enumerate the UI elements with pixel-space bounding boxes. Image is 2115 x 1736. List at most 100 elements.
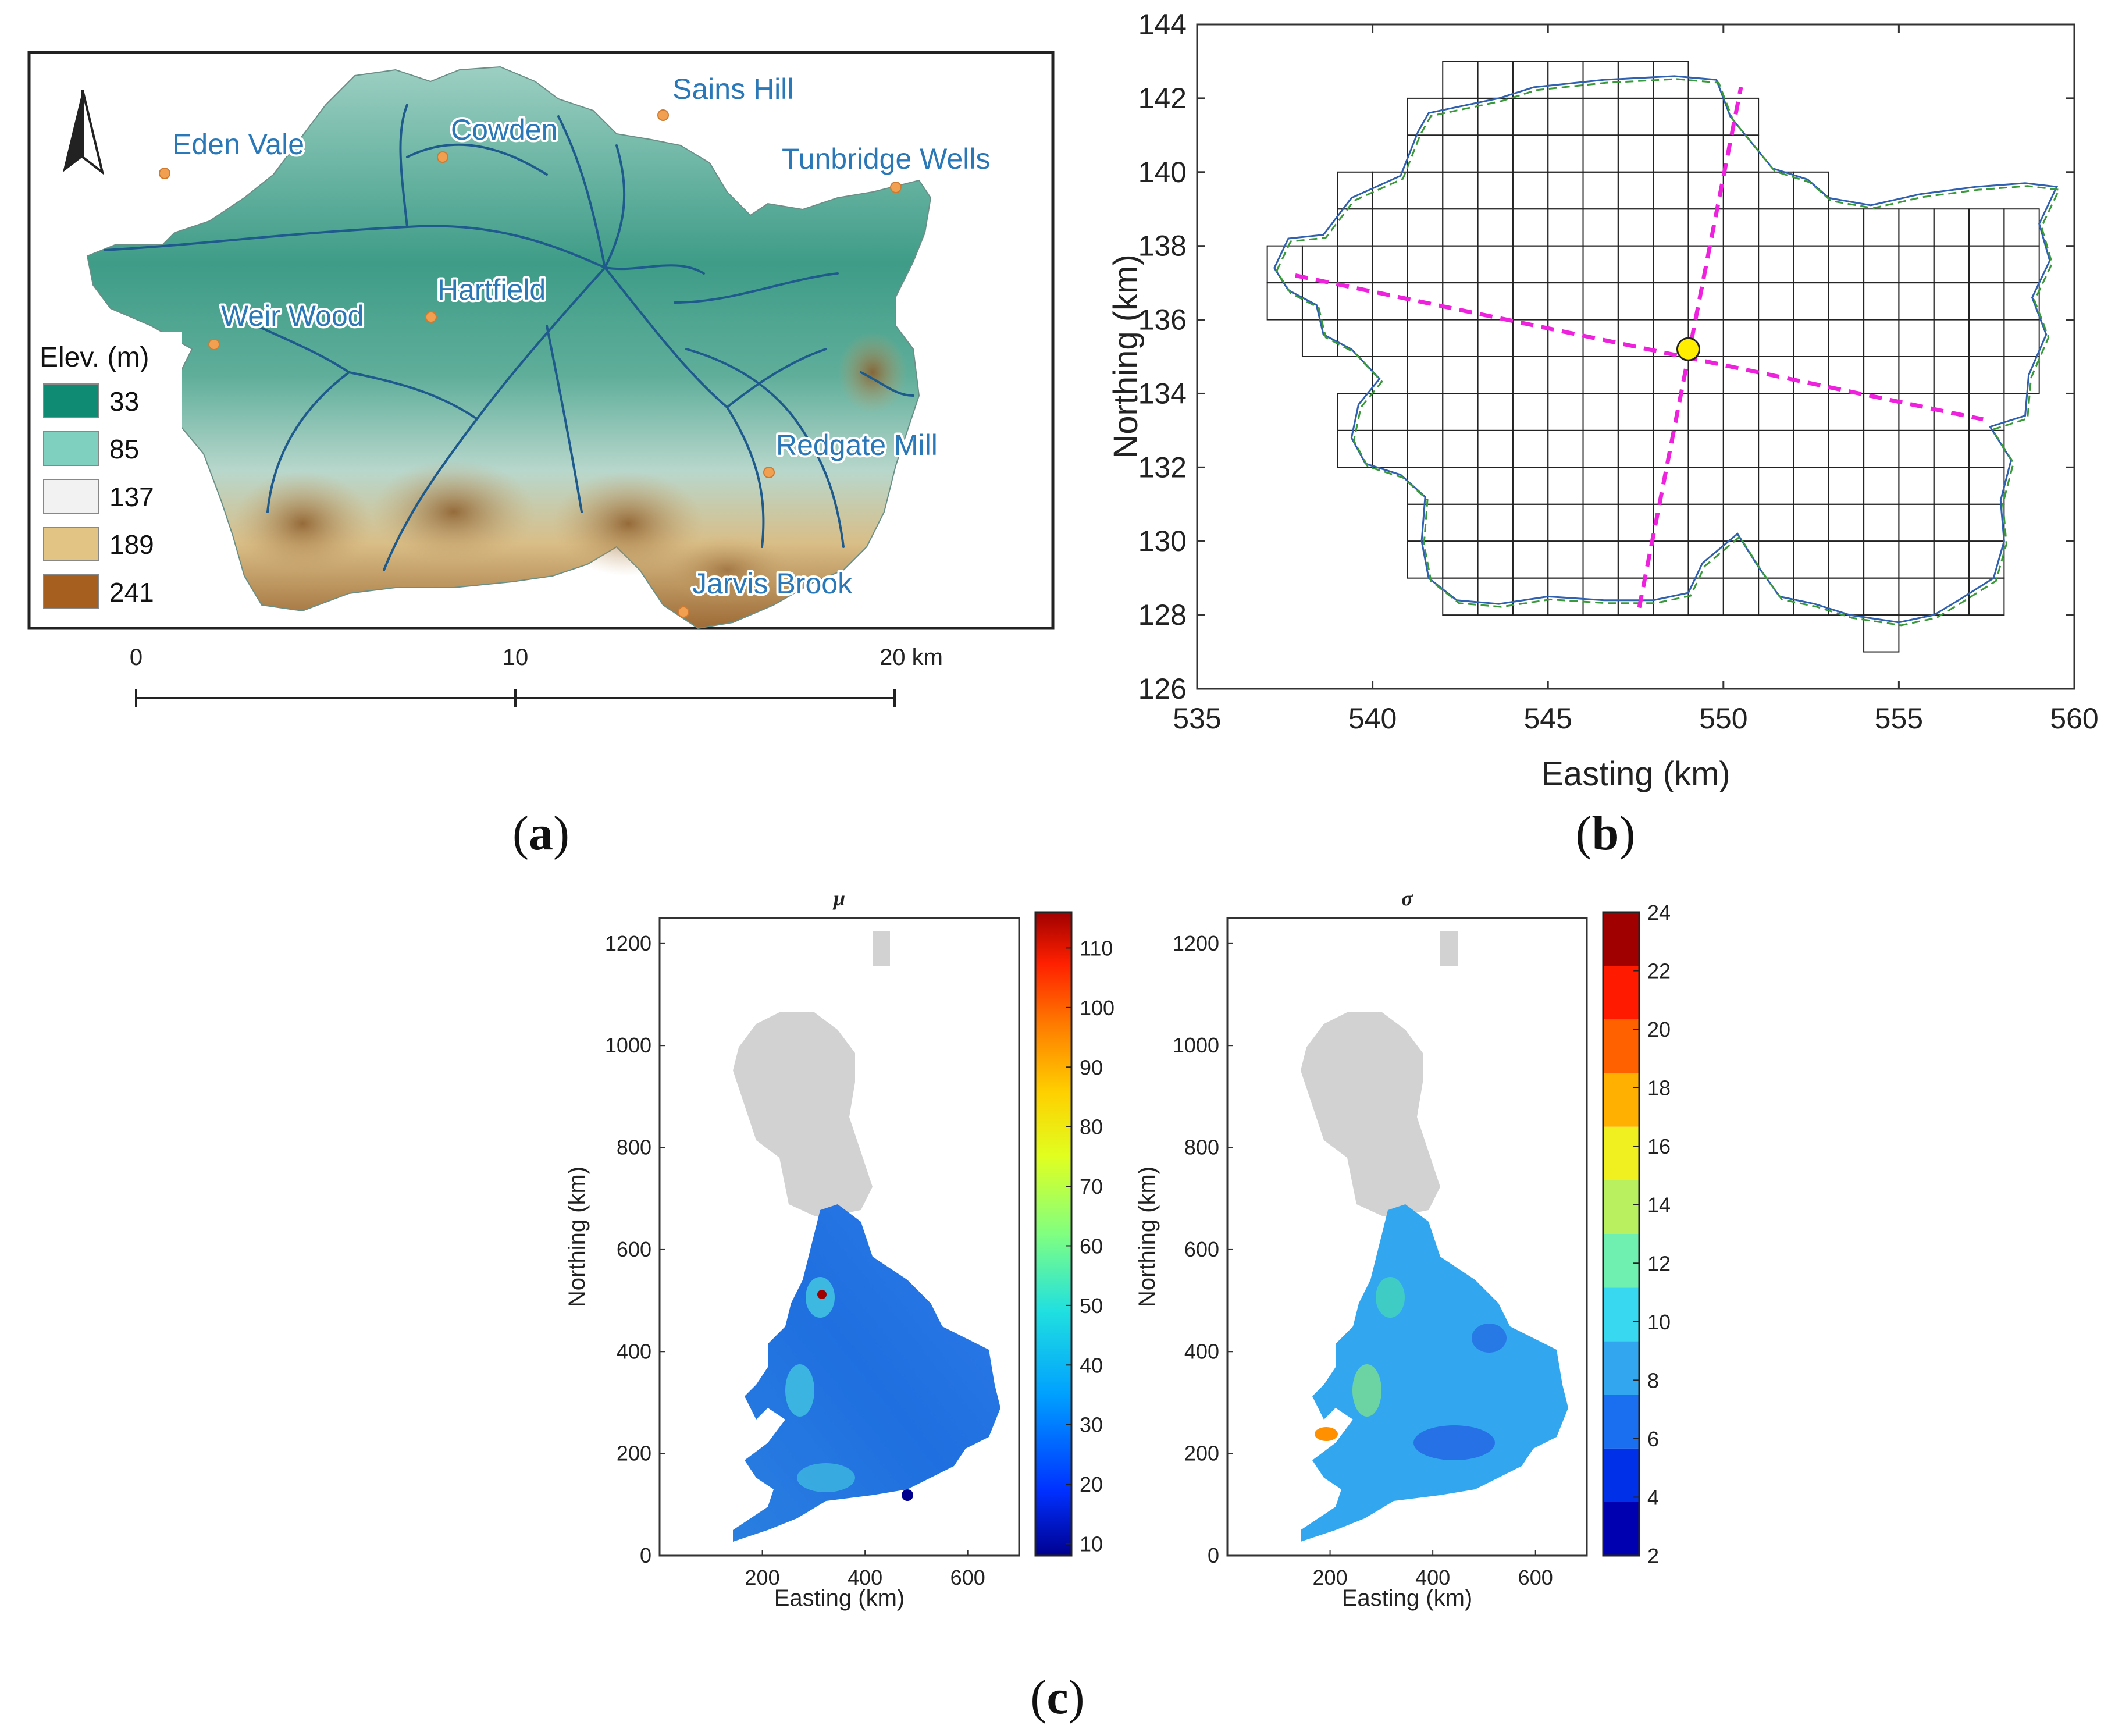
sigma-y-tick-label: 200 <box>1184 1442 1219 1465</box>
place-dot-eden-vale <box>159 168 170 179</box>
legend-swatch <box>43 574 99 609</box>
sigma-colorbar-tick-label: 8 <box>1647 1368 1659 1392</box>
panel-c-label: (c) <box>1030 1670 1084 1724</box>
sigma-colorbar-tick-label: 6 <box>1647 1427 1659 1451</box>
legend-value: 137 <box>109 482 154 512</box>
sigma-colorbar-tick-label: 24 <box>1647 901 1671 924</box>
sigma-colorbar-tick-label: 4 <box>1647 1485 1659 1509</box>
shetland-region <box>1440 931 1458 966</box>
sigma-colorbar-block <box>1603 1448 1639 1502</box>
shetland-region <box>873 931 890 966</box>
river-network <box>104 104 914 571</box>
legend-swatch <box>43 527 99 561</box>
legend-value: 85 <box>109 434 139 464</box>
y-tick-label: 130 <box>1138 525 1187 557</box>
mu-hotspot-red <box>817 1290 827 1299</box>
mu-title: μ <box>832 887 845 910</box>
x-tick-label: 550 <box>1699 702 1747 735</box>
sigma-hotspot-wales <box>1352 1364 1381 1417</box>
sigma-colorbar-block <box>1603 1395 1639 1449</box>
legend-value: 33 <box>109 386 139 417</box>
river <box>348 371 478 420</box>
sigma-colorbar <box>1602 911 1640 1557</box>
mu-hotspot-southwest <box>797 1463 855 1492</box>
mu-hotspot-wales <box>785 1364 814 1417</box>
place-label-tunbridge-wells: Tunbridge Wells <box>782 143 991 175</box>
y-axis-label: Northing (km) <box>1107 254 1145 458</box>
sigma-y-tick-label: 400 <box>1184 1339 1219 1363</box>
y-tick-label: 136 <box>1138 304 1187 336</box>
sigma-y-tick-label: 1200 <box>1173 931 1219 955</box>
river <box>674 272 839 304</box>
legend-swatch <box>43 383 99 418</box>
england-wales-region <box>1301 1204 1568 1542</box>
y-tick-label: 140 <box>1138 156 1187 188</box>
x-tick-label: 540 <box>1348 702 1397 735</box>
sigma-x-tick-label: 400 <box>1415 1566 1450 1589</box>
mu-y-tick-label: 1000 <box>605 1033 651 1057</box>
sigma-colorbar-tick-label: 10 <box>1647 1310 1671 1334</box>
mu-colorbar-tick-label: 50 <box>1080 1294 1103 1318</box>
sigma-colorbar-block <box>1603 1502 1639 1556</box>
y-tick-label: 134 <box>1138 377 1187 410</box>
river <box>557 115 606 269</box>
terrain-highland-4 <box>838 332 907 413</box>
scotland-region <box>1301 1012 1440 1216</box>
place-dot-redgate-mill <box>763 467 775 478</box>
x-axis-label: Easting (km) <box>1541 755 1731 793</box>
sigma-colorbar-tick-label: 20 <box>1647 1018 1671 1041</box>
x-tick-label: 545 <box>1523 702 1572 735</box>
sigma-y-tick-label: 600 <box>1184 1237 1219 1261</box>
sigma-map: σ 200 400 600 0 200 400 600 800 1000 1200 Eastin… <box>1134 887 1671 1611</box>
mu-x-tick-label: 400 <box>848 1566 882 1589</box>
mu-colorbar-tick-label: 80 <box>1080 1115 1103 1139</box>
y-tick-label: 128 <box>1138 599 1187 631</box>
river <box>406 143 548 176</box>
legend-value: 189 <box>109 529 154 560</box>
grid-cell <box>2003 356 2040 394</box>
sigma-x-axis-label: Easting (km) <box>1342 1585 1473 1611</box>
legend-background <box>34 332 182 622</box>
y-tick-label: 126 <box>1138 673 1187 705</box>
place-dot-weir-wood <box>208 339 220 350</box>
river <box>266 371 350 513</box>
place-label-weir-wood: Weir Wood <box>221 300 364 332</box>
mu-colorbar-tick-label: 100 <box>1080 996 1115 1020</box>
scale-bar: 0 10 20 km <box>130 645 943 707</box>
river <box>726 348 827 408</box>
panel-b: 535 540 545 550 555 560 126 128 130 132 134 136 138… <box>1107 8 2099 860</box>
sigma-y-axis-label: Northing (km) <box>1134 1166 1160 1307</box>
sigma-y-tick-label: 0 <box>1208 1543 1219 1567</box>
y-axis-ticks: 126 128 130 132 134 136 138 140 142 144 <box>1138 8 2074 705</box>
sigma-title: σ <box>1401 887 1413 910</box>
gb-map-sigma <box>1301 931 1568 1542</box>
y-tick-label: 144 <box>1138 8 1187 41</box>
transect-line <box>1295 273 1984 422</box>
place-label-jarvis-brook: Jarvis Brook <box>692 567 853 600</box>
mu-colorbar-tick-label: 110 <box>1080 936 1113 960</box>
sigma-x-tick-label: 200 <box>1313 1566 1348 1589</box>
panel-b-letter: b <box>1592 806 1619 860</box>
terrain-highland-2 <box>553 471 704 576</box>
sigma-colorbar-block <box>1603 1234 1639 1288</box>
river <box>399 104 408 228</box>
grid-cell <box>1968 577 2005 616</box>
mu-x-tick-label: 600 <box>950 1566 985 1589</box>
mu-colorbar <box>1034 911 1073 1557</box>
sigma-colorbar-tick-label: 18 <box>1647 1076 1671 1100</box>
terrain-highland-5 <box>663 535 791 605</box>
gb-map-mu <box>733 931 1000 1542</box>
panel-a-label: (a) <box>512 806 569 860</box>
mu-y-tick-label: 0 <box>640 1543 651 1567</box>
north-arrow-icon <box>63 90 105 176</box>
place-label-cowden: Cowden <box>451 113 557 146</box>
mu-y-tick-label: 1200 <box>605 931 651 955</box>
mu-colorbar-tick-label: 90 <box>1080 1055 1103 1079</box>
place-dot-hartfield <box>425 311 437 323</box>
catchment-outline-dashed <box>1276 78 2061 627</box>
sigma-lowzone-2 <box>1472 1324 1507 1353</box>
y-tick-label: 132 <box>1138 451 1187 483</box>
mu-colorbar-tick-label: 70 <box>1080 1175 1103 1198</box>
river <box>604 144 626 269</box>
